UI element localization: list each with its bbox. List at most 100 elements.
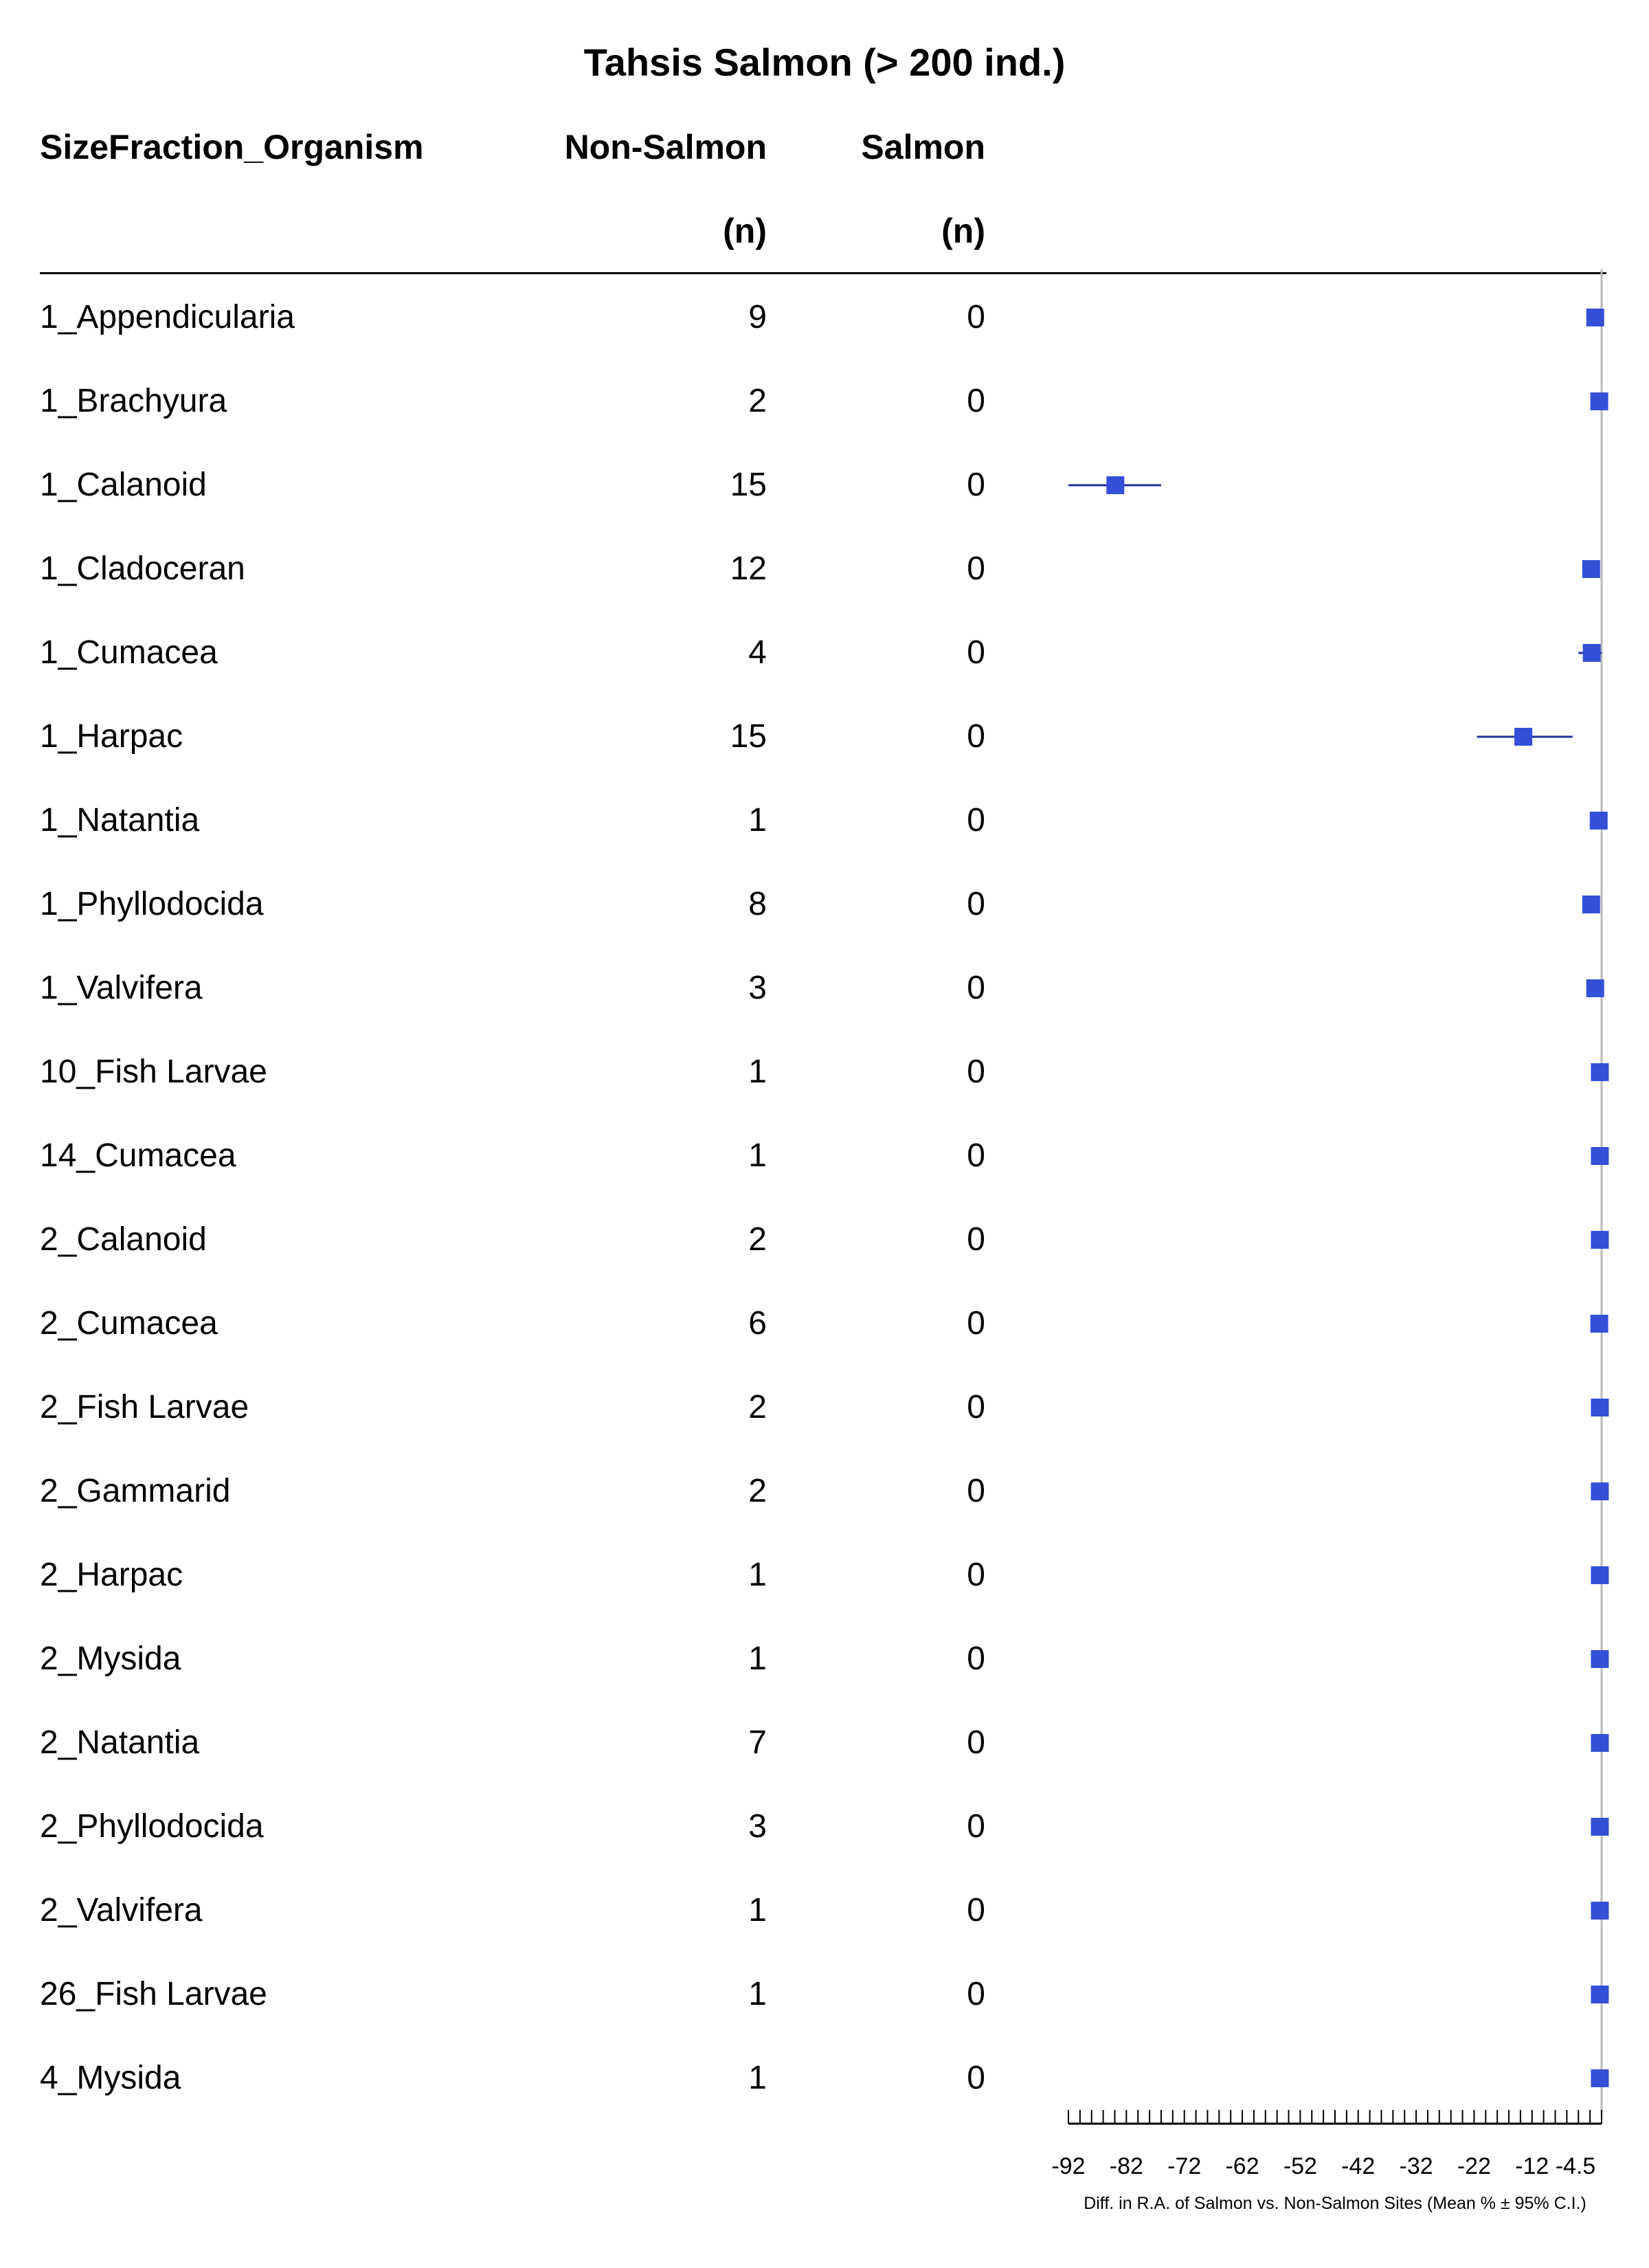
organism-label: 1_Harpac [40, 718, 183, 755]
organism-label: 1_Natantia [40, 802, 200, 838]
mean-marker [1591, 1650, 1609, 1668]
mean-marker [1591, 1902, 1609, 1920]
organism-label: 1_Valvifera [40, 970, 203, 1006]
mean-marker [1591, 1734, 1609, 1752]
non-salmon-count: 1 [748, 1892, 767, 1928]
column-subheader-salmon-n: (n) [941, 212, 985, 250]
organism-label: 26_Fish Larvae [40, 1976, 267, 2012]
salmon-count: 0 [967, 1389, 985, 1425]
salmon-count: 0 [967, 1054, 985, 1090]
organism-label: 4_Mysida [40, 2060, 181, 2096]
non-salmon-count: 1 [748, 2060, 767, 2096]
mean-marker [1582, 644, 1601, 662]
non-salmon-count: 1 [748, 1641, 767, 1677]
mean-marker [1586, 309, 1604, 326]
organism-label: 2_Fish Larvae [40, 1389, 249, 1425]
x-tick-label: -42 [1341, 2153, 1375, 2179]
organism-label: 14_Cumacea [40, 1137, 236, 1174]
non-salmon-count: 8 [748, 886, 767, 922]
non-salmon-count: 3 [748, 1808, 767, 1845]
salmon-count: 0 [967, 1137, 985, 1174]
salmon-count: 0 [967, 1557, 985, 1593]
salmon-count: 0 [967, 1305, 985, 1342]
salmon-count: 0 [967, 1221, 985, 1258]
salmon-count: 0 [967, 970, 985, 1006]
salmon-count: 0 [967, 802, 985, 838]
non-salmon-count: 12 [730, 551, 767, 587]
organism-label: 1_Brachyura [40, 383, 227, 419]
salmon-count: 0 [967, 1641, 985, 1677]
organism-label: 1_Calanoid [40, 467, 207, 503]
mean-marker [1591, 1399, 1609, 1416]
x-tick-label: -92 [1051, 2153, 1085, 2179]
salmon-count: 0 [967, 718, 985, 755]
salmon-count: 0 [967, 1724, 985, 1761]
organism-label: 2_Natantia [40, 1724, 200, 1761]
column-header-non-salmon: Non-Salmon [564, 128, 767, 166]
non-salmon-count: 1 [748, 1976, 767, 2012]
non-salmon-count: 2 [748, 1389, 767, 1425]
salmon-count: 0 [967, 2060, 985, 2096]
column-header-organism: SizeFraction_Organism [40, 128, 424, 166]
organism-label: 1_Cumacea [40, 634, 218, 671]
non-salmon-count: 1 [748, 1137, 767, 1174]
mean-marker [1582, 896, 1600, 913]
organism-label: 2_Harpac [40, 1557, 183, 1593]
mean-marker [1591, 1147, 1609, 1165]
organism-label: 2_Calanoid [40, 1221, 207, 1258]
non-salmon-count: 2 [748, 383, 767, 419]
non-salmon-count: 7 [748, 1724, 767, 1761]
non-salmon-count: 1 [748, 1054, 767, 1090]
x-tick-label: -4.5 [1556, 2153, 1596, 2179]
non-salmon-count: 9 [748, 299, 767, 335]
x-axis-label: Diff. in R.A. of Salmon vs. Non-Salmon S… [1084, 2194, 1586, 2213]
salmon-count: 0 [967, 467, 985, 503]
mean-marker [1589, 812, 1608, 830]
mean-marker [1591, 1063, 1609, 1081]
x-tick-label: -22 [1457, 2153, 1491, 2179]
organism-label: 1_Appendicularia [40, 299, 295, 335]
x-tick-label: -32 [1400, 2153, 1433, 2179]
mean-marker [1591, 1986, 1609, 2003]
x-tick-label: -52 [1283, 2153, 1317, 2179]
organism-label: 1_Cladoceran [40, 551, 245, 587]
salmon-count: 0 [967, 1808, 985, 1845]
salmon-count: 0 [967, 1473, 985, 1509]
salmon-count: 0 [967, 299, 985, 335]
non-salmon-count: 1 [748, 1557, 767, 1593]
non-salmon-count: 15 [730, 467, 767, 503]
mean-marker [1591, 1818, 1609, 1836]
mean-marker [1590, 1315, 1608, 1333]
non-salmon-count: 6 [748, 1305, 767, 1342]
mean-marker [1106, 476, 1125, 494]
salmon-count: 0 [967, 886, 985, 922]
non-salmon-count: 4 [748, 634, 767, 671]
non-salmon-count: 1 [748, 802, 767, 838]
organism-label: 2_Phyllodocida [40, 1808, 264, 1845]
mean-marker [1582, 560, 1600, 578]
salmon-count: 0 [967, 634, 985, 671]
organism-label: 1_Phyllodocida [40, 886, 264, 922]
non-salmon-count: 2 [748, 1473, 767, 1509]
x-tick-label: -62 [1225, 2153, 1259, 2179]
mean-marker [1591, 1482, 1609, 1500]
non-salmon-count: 15 [730, 718, 767, 755]
mean-marker [1586, 979, 1604, 997]
salmon-count: 0 [967, 1892, 985, 1928]
salmon-count: 0 [967, 551, 985, 587]
organism-label: 2_Gammarid [40, 1473, 231, 1509]
header-divider [40, 272, 1606, 274]
x-tick-label: -72 [1167, 2153, 1201, 2179]
mean-marker [1590, 392, 1608, 410]
organism-label: 2_Cumacea [40, 1305, 218, 1342]
x-tick-label: -82 [1110, 2153, 1143, 2179]
non-salmon-count: 3 [748, 970, 767, 1006]
mean-marker [1591, 2069, 1609, 2087]
chart-title: Tahsis Salmon (> 200 ind.) [583, 41, 1066, 84]
organism-label: 2_Valvifera [40, 1892, 203, 1928]
mean-marker [1591, 1231, 1609, 1249]
salmon-count: 0 [967, 383, 985, 419]
organism-label: 10_Fish Larvae [40, 1054, 267, 1090]
column-header-salmon: Salmon [861, 128, 985, 166]
